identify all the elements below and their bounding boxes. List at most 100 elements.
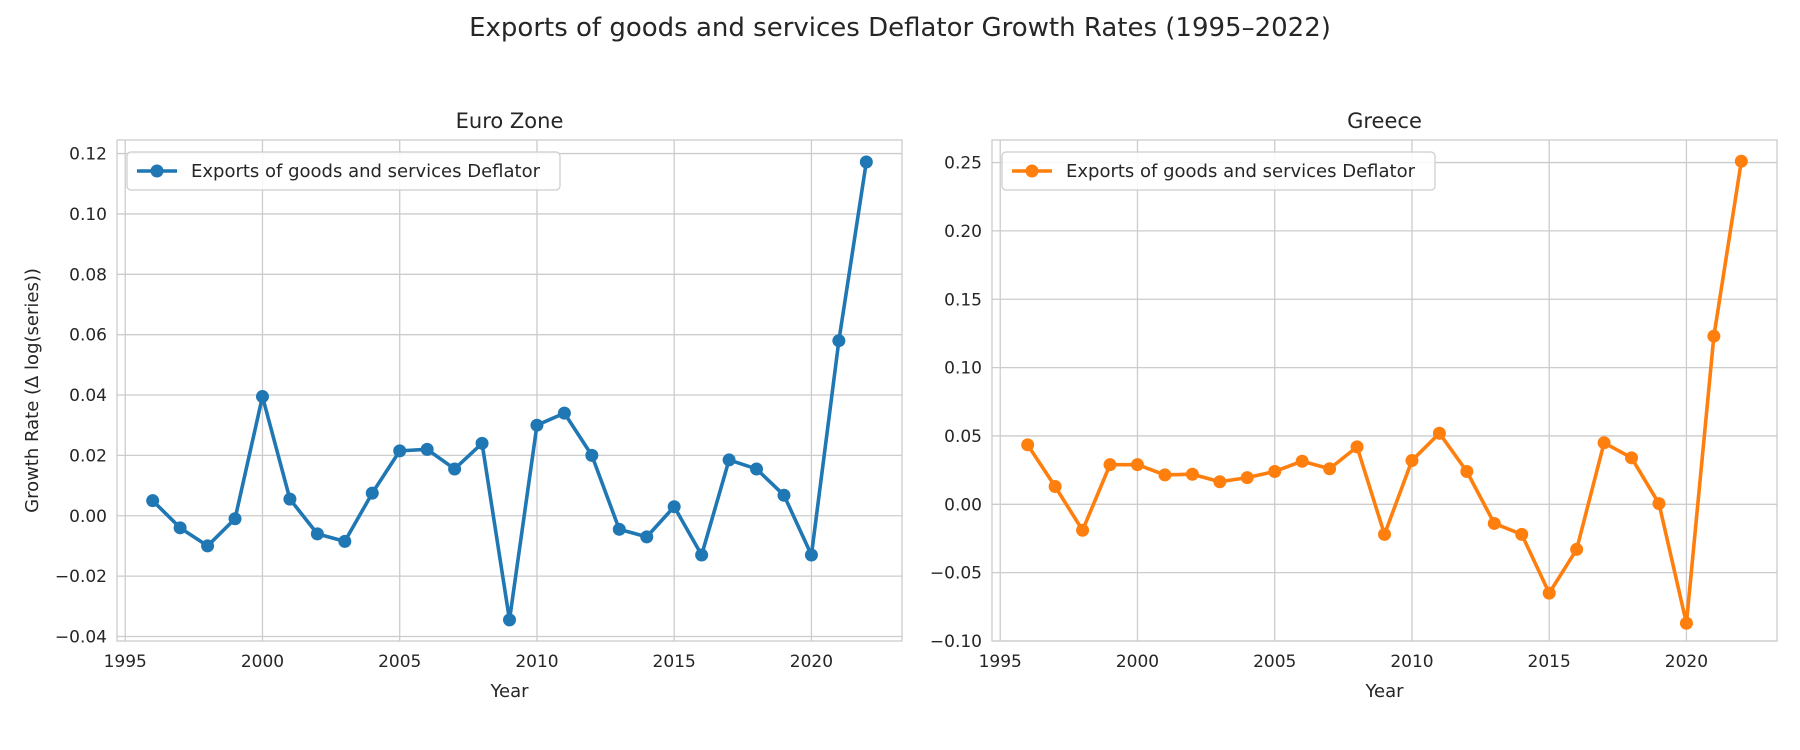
- data-point: [612, 522, 626, 536]
- y-tick-label: 0.02: [69, 446, 107, 466]
- data-point: [1185, 467, 1199, 481]
- y-tick-label: 0.00: [69, 507, 107, 527]
- panel-euro-zone: 1995 2000 2005 2010 2015 2020 −0.04 −0.02 0.00 0.…: [22, 109, 903, 702]
- data-point: [750, 462, 764, 476]
- figure-title: Exports of goods and services Deflator G…: [469, 13, 1331, 43]
- y-tick-label: 0.04: [69, 386, 107, 406]
- data-point: [1515, 527, 1529, 541]
- x-tick-label: 2005: [1253, 652, 1296, 672]
- data-point: [1460, 464, 1474, 478]
- data-point: [420, 442, 434, 456]
- data-point: [201, 539, 215, 553]
- data-point: [1350, 440, 1364, 454]
- data-point: [1048, 480, 1062, 494]
- x-tick-label: 2020: [790, 652, 833, 672]
- data-point: [1570, 542, 1584, 556]
- data-point: [393, 444, 407, 458]
- y-tick-label: 0.08: [69, 265, 107, 285]
- x-tick-label: 2000: [1116, 652, 1159, 672]
- data-point: [146, 494, 160, 508]
- data-point: [859, 155, 873, 169]
- data-point: [1268, 464, 1282, 478]
- data-point: [1707, 329, 1721, 343]
- x-tick-label: 2015: [1528, 652, 1571, 672]
- x-axis-label: Year: [489, 681, 529, 702]
- data-point: [1076, 523, 1090, 537]
- data-point: [1625, 451, 1639, 465]
- data-point: [667, 500, 681, 514]
- x-tick-label: 2015: [653, 652, 696, 672]
- legend-marker-swatch: [1025, 164, 1039, 178]
- data-point: [640, 530, 654, 544]
- legend-label: Exports of goods and services Deflator: [1066, 161, 1416, 182]
- panel-greece: 1995 2000 2005 2010 2015 2020 −0.10 −0.05 0.00 0.…: [930, 109, 1778, 702]
- y-tick-label: −0.02: [55, 567, 107, 587]
- data-point: [1158, 468, 1172, 482]
- data-point: [1130, 458, 1144, 472]
- legend-box: [1001, 151, 1436, 191]
- data-point: [1323, 462, 1337, 476]
- legend: Exports of goods and services Deflator: [126, 151, 561, 191]
- data-point: [1405, 454, 1419, 468]
- data-point: [338, 534, 352, 548]
- data-point: [1652, 497, 1666, 511]
- data-point: [1597, 436, 1611, 450]
- data-point: [804, 548, 818, 562]
- data-point: [228, 512, 242, 526]
- data-point: [1679, 616, 1693, 630]
- data-point: [365, 486, 379, 500]
- x-tick-label: 2010: [1390, 652, 1433, 672]
- legend-marker-swatch: [150, 164, 164, 178]
- data-point: [1021, 438, 1035, 452]
- legend-label: Exports of goods and services Deflator: [191, 161, 541, 182]
- y-tick-label: 0.00: [944, 495, 982, 515]
- y-tick-label: 0.20: [944, 222, 982, 242]
- x-tick-label: 2000: [241, 652, 284, 672]
- x-tick-label: 1995: [104, 652, 147, 672]
- y-tick-label: 0.10: [69, 205, 107, 225]
- data-point: [1734, 154, 1748, 168]
- data-point: [1213, 475, 1227, 489]
- y-axis-label: Growth Rate (Δ log(series)): [22, 268, 43, 513]
- data-point: [832, 334, 846, 348]
- panel-title: Euro Zone: [456, 109, 564, 133]
- y-tick-label: 0.10: [944, 359, 982, 379]
- panel-title: Greece: [1347, 109, 1422, 133]
- x-tick-label: 1995: [979, 652, 1022, 672]
- data-point: [1240, 471, 1254, 485]
- data-point: [1295, 454, 1309, 468]
- data-point: [722, 453, 736, 467]
- data-point: [1542, 586, 1556, 600]
- plot-frame: [116, 139, 903, 642]
- data-point: [310, 527, 324, 541]
- data-point: [585, 448, 599, 462]
- y-tick-label: 0.06: [69, 326, 107, 346]
- data-point: [1487, 516, 1501, 530]
- x-tick-label: 2005: [378, 652, 421, 672]
- legend: Exports of goods and services Deflator: [1001, 151, 1436, 191]
- legend-box: [126, 151, 561, 191]
- plot-frame: [991, 139, 1778, 642]
- data-point: [173, 521, 187, 535]
- y-tick-label: −0.10: [930, 632, 982, 652]
- data-point: [503, 613, 516, 627]
- data-point: [695, 548, 709, 562]
- data-point: [1432, 426, 1446, 440]
- data-point: [557, 406, 571, 420]
- data-point: [1378, 527, 1391, 541]
- x-axis-label: Year: [1364, 681, 1404, 702]
- y-tick-label: 0.15: [944, 290, 982, 310]
- x-tick-label: 2010: [515, 652, 558, 672]
- y-tick-label: 0.12: [69, 145, 107, 165]
- data-point: [448, 462, 462, 476]
- y-tick-label: 0.25: [944, 154, 982, 174]
- y-tick-label: −0.04: [55, 627, 107, 647]
- data-point: [283, 492, 297, 506]
- y-tick-label: −0.05: [930, 564, 982, 584]
- data-point: [530, 418, 544, 432]
- y-tick-label: 0.05: [944, 427, 982, 447]
- data-point: [255, 390, 269, 404]
- data-point: [777, 488, 791, 502]
